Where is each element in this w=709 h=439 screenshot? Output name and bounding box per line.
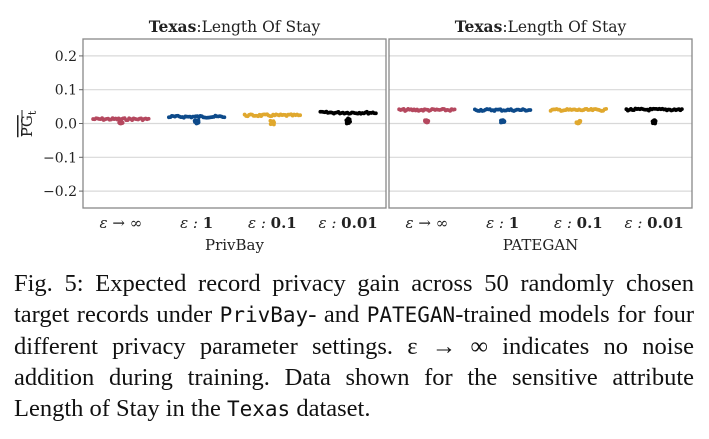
caption-text-1: Fig. 5: Expected record privacy gain acr… xyxy=(14,270,694,328)
data-point xyxy=(222,115,227,120)
panel-frame xyxy=(388,38,693,209)
data-point xyxy=(604,106,609,111)
figure-caption: Fig. 5: Expected record privacy gain acr… xyxy=(14,268,694,425)
y-tick-label: 0.0 xyxy=(55,117,77,133)
data-point xyxy=(452,107,457,112)
data-point xyxy=(118,121,123,126)
y-tick-label: 0.1 xyxy=(55,83,77,99)
data-point xyxy=(575,121,580,126)
data-point xyxy=(499,120,503,125)
caption-privbay: PrivBay xyxy=(219,303,309,327)
x-axis-label: PrivBay xyxy=(205,236,265,254)
figure-chart: Texas:Length Of Stay 0.2 0.1 0.0 −0.1 −0.2 PGt… xyxy=(18,17,693,254)
x-tick-label: ε : 0.01 xyxy=(319,214,378,232)
data-point xyxy=(146,116,151,121)
caption-text-4: dataset. xyxy=(290,395,371,422)
data-point xyxy=(271,122,276,127)
panel-title: Texas:Length Of Stay xyxy=(455,17,627,36)
panel-title: Texas:Length Of Stay xyxy=(149,17,321,36)
data-point xyxy=(679,107,684,112)
data-point xyxy=(653,121,657,126)
x-tick-label: ε : 0.1 xyxy=(248,214,297,232)
chart-panel-0: Texas:Length Of Stay 0.2 0.1 0.0 −0.1 −0.2 PGt… xyxy=(18,17,387,254)
y-tick-label: −0.1 xyxy=(43,150,77,166)
data-point xyxy=(424,120,429,125)
x-tick-label: ε → ∞ xyxy=(406,214,449,232)
data-point xyxy=(344,121,349,126)
caption-pategan: PATEGAN xyxy=(366,303,456,327)
data-point xyxy=(528,108,533,112)
x-tick-label: ε : 1 xyxy=(180,214,213,232)
y-axis-label: PGt xyxy=(18,110,39,137)
chart-panel-1: Texas:Length Of Stay ε → ∞ ε : 1 ε : 0.1 ε :… xyxy=(388,17,693,254)
x-tick-label: ε : 1 xyxy=(486,214,519,232)
caption-text-3: -trained models for four different priva… xyxy=(14,301,694,422)
data-point xyxy=(298,113,303,118)
x-tick-label: ε : 0.1 xyxy=(554,214,603,232)
caption-text-2: - and xyxy=(308,301,367,328)
x-axis-label: PATEGAN xyxy=(503,236,579,254)
caption-texas: Texas xyxy=(226,397,291,421)
y-tick-label: −0.2 xyxy=(43,184,77,200)
data-point xyxy=(194,121,199,126)
x-tick-label: ε → ∞ xyxy=(100,214,143,232)
x-tick-label: ε : 0.01 xyxy=(625,214,684,232)
y-tick-label: 0.2 xyxy=(55,49,77,65)
data-point xyxy=(268,122,273,127)
data-point xyxy=(373,111,378,116)
